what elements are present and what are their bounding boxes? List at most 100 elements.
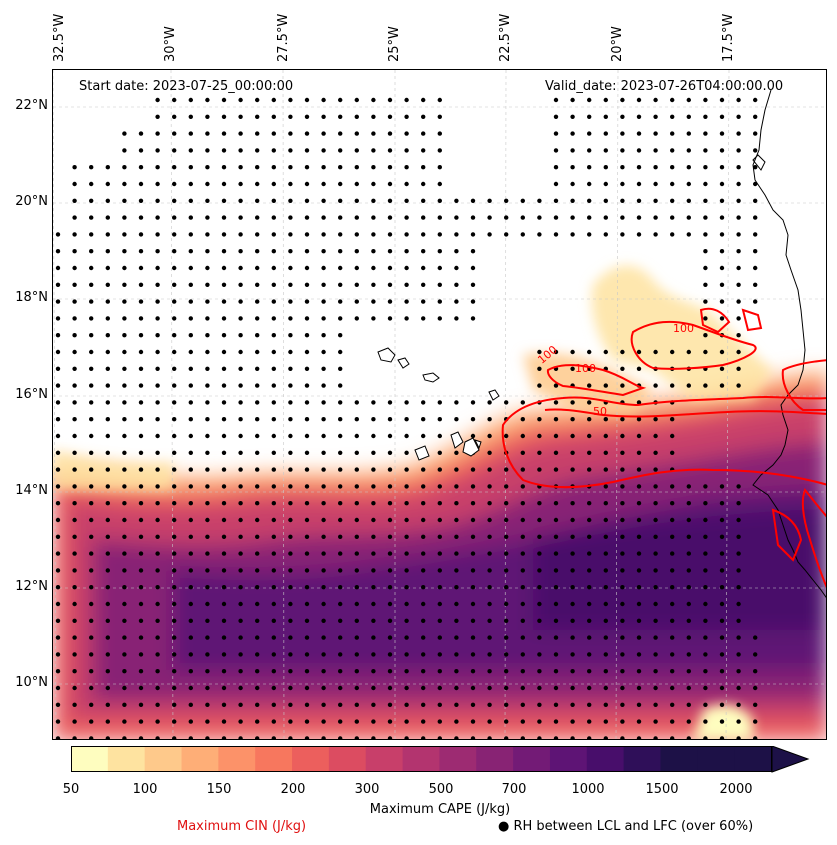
rh-dot	[304, 400, 310, 405]
rh-dot	[172, 736, 177, 739]
rh-dot	[371, 585, 376, 590]
rh-dot	[338, 400, 343, 405]
rh-dot	[321, 400, 326, 405]
rh-dot	[55, 265, 61, 271]
rh-dot	[155, 282, 160, 287]
rh-dot	[105, 366, 110, 371]
rh-dot	[636, 450, 642, 455]
rh-dot	[686, 669, 691, 674]
rh-dot	[487, 736, 492, 739]
rh-dot	[288, 551, 293, 556]
rh-dot	[437, 736, 442, 739]
rh-dot	[603, 131, 608, 136]
rh-dot	[404, 669, 409, 674]
rh-dot	[238, 534, 243, 539]
rh-dot	[603, 652, 608, 657]
rh-dot	[271, 534, 276, 539]
rh-dot	[271, 568, 276, 573]
rh-dot	[172, 534, 177, 539]
rh-dot	[636, 198, 642, 203]
rh-dot	[354, 585, 359, 590]
rh-dot	[221, 719, 227, 724]
rh-dot	[338, 618, 343, 623]
rh-dot	[221, 517, 227, 523]
rh-dot	[354, 517, 359, 523]
rh-dot	[421, 148, 426, 153]
rh-dot	[105, 568, 110, 573]
rh-dot	[304, 215, 310, 220]
rh-dot	[454, 249, 459, 254]
rh-dot	[537, 568, 542, 573]
rh-dot	[653, 450, 658, 455]
rh-dot	[271, 551, 276, 556]
lat-label-18n: 18°N	[15, 290, 48, 305]
rh-dot	[255, 349, 260, 355]
rh-dot	[504, 618, 509, 623]
rh-dot	[89, 165, 94, 170]
rh-dot	[188, 417, 193, 422]
rh-dot	[620, 669, 625, 674]
rh-dot	[321, 232, 326, 237]
rh-dot	[371, 232, 376, 237]
rh-dot	[537, 501, 542, 506]
rh-dot	[288, 232, 293, 237]
rh-dot	[271, 484, 276, 489]
rh-dot	[205, 265, 210, 271]
rh-dot	[421, 181, 426, 187]
rh-dot	[753, 131, 758, 136]
rh-dot	[404, 551, 409, 556]
rh-dot	[504, 585, 509, 590]
rh-dot	[288, 467, 293, 472]
rh-dot	[570, 198, 575, 203]
rh-dot	[753, 181, 758, 187]
rh-dot	[188, 685, 193, 691]
lon-label-27-5w: 27.5°W	[276, 13, 291, 62]
rh-dot	[421, 551, 426, 556]
rh-dot	[155, 585, 160, 590]
rh-dot	[172, 669, 177, 674]
rh-dot	[122, 501, 127, 506]
rh-dot	[122, 669, 127, 674]
rh-dot	[105, 652, 110, 657]
rh-dot	[670, 669, 675, 674]
rh-dot	[736, 215, 741, 220]
rh-dot	[155, 450, 160, 455]
rh-dot	[271, 719, 276, 724]
rh-dot	[371, 316, 376, 321]
rh-dot	[653, 736, 658, 739]
rh-dot	[620, 114, 625, 119]
rh-dot	[321, 349, 326, 355]
rh-dot	[686, 702, 691, 707]
cb-tick-500: 500	[428, 782, 454, 797]
rh-dot	[537, 366, 542, 371]
rh-dot	[653, 198, 658, 203]
rh-dot	[122, 148, 127, 153]
rh-dot	[653, 568, 658, 573]
rh-dot	[553, 198, 559, 203]
rh-dot	[172, 366, 177, 371]
rh-dot	[221, 131, 227, 136]
rh-dot	[188, 114, 193, 119]
rh-dot	[470, 635, 476, 640]
rh-dot	[205, 316, 210, 321]
rh-dot	[636, 618, 642, 623]
rh-dot	[587, 501, 592, 506]
rh-dot	[89, 299, 94, 304]
rh-dot	[338, 249, 343, 254]
rh-dot	[138, 484, 144, 489]
rh-dot	[454, 400, 459, 405]
rh-dot	[172, 719, 177, 724]
rh-dot	[89, 618, 94, 623]
rh-dot	[321, 618, 326, 623]
rh-dot	[719, 148, 725, 153]
cb-tick-1500: 1500	[645, 782, 679, 797]
rh-dot	[636, 215, 642, 220]
rh-dot	[537, 702, 542, 707]
rh-dot	[537, 232, 542, 237]
rh-dot	[520, 568, 525, 573]
rh-dot	[636, 551, 642, 556]
rh-dot	[138, 601, 144, 607]
rh-dot	[570, 433, 575, 439]
rh-dot	[304, 316, 310, 321]
rh-dot	[371, 601, 376, 607]
